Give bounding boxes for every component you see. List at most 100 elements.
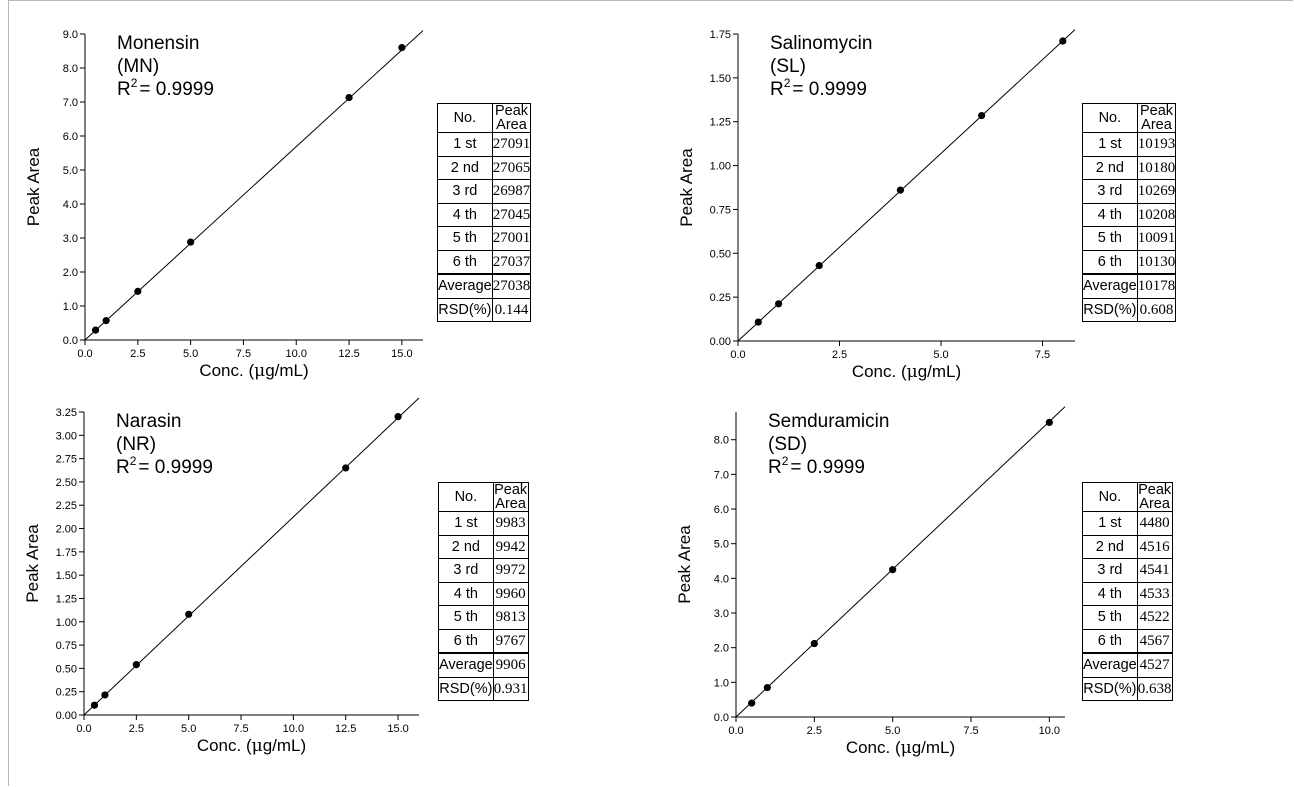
table-row: 6 th 9767 [438, 628, 529, 654]
rsd-row: RSD(%) 0.144 [437, 297, 532, 322]
y-tick-label: 0.00 [56, 710, 77, 722]
x-tick-label: 7.5 [963, 725, 978, 737]
compound-abbr: (SL) [770, 56, 806, 77]
rsd-label: RSD(%) [1082, 297, 1138, 322]
y-tick-label: 4.0 [714, 573, 729, 585]
x-tick-label: 15.0 [387, 723, 408, 735]
header-peak-area: Peak Area [491, 103, 532, 133]
y-tick-label: 5.0 [63, 165, 78, 177]
y-tick-label: 0.25 [56, 687, 77, 699]
run-label: 6 th [1082, 249, 1138, 275]
peak-area-value: 9767 [492, 628, 529, 654]
table-row: 4 th 10208 [1082, 202, 1177, 227]
data-point [102, 317, 110, 325]
run-label: 5 th [437, 226, 493, 251]
y-tick-label: 1.0 [63, 301, 78, 313]
table-row: 1 st 27091 [437, 132, 532, 157]
average-value: 9906 [492, 652, 529, 678]
rsd-row: RSD(%) 0.638 [1082, 676, 1173, 701]
data-point [896, 186, 905, 194]
table-row: 6 th 4567 [1082, 628, 1173, 654]
run-label: 4 th [1082, 202, 1138, 227]
peak-area-table-monensin: No. Peak Area 1 st 27091 2 nd 27065 3 rd 26… [437, 103, 532, 322]
peak-area-table-semduramicin: No. Peak Area 1 st 4480 2 nd 4516 3 rd 4541… [1082, 482, 1173, 701]
table-header-row: No. Peak Area [1082, 482, 1173, 512]
r-squared: R2 = 0.9999 [117, 76, 214, 100]
x-axis-label: Conc. (μg/mL) [199, 361, 308, 381]
peak-area-value: 9972 [492, 558, 529, 583]
average-label: Average [1082, 273, 1138, 299]
data-point [754, 318, 762, 326]
y-tick-label: 6.0 [714, 504, 729, 516]
header-no: No. [1082, 482, 1138, 512]
regression-line [735, 406, 1066, 718]
average-value: 27038 [491, 273, 532, 299]
peak-area-value: 26987 [491, 179, 532, 204]
y-tick-label: 0.0 [63, 335, 78, 347]
y-tick-label: 2.0 [714, 643, 729, 655]
x-tick-label: 10.0 [286, 348, 307, 360]
data-point [1059, 37, 1067, 45]
table-row: 5 th 4522 [1082, 605, 1173, 630]
y-tick-label: 1.75 [56, 547, 77, 559]
compound-abbr: (NR) [116, 434, 156, 455]
y-tick-label: 2.0 [63, 267, 78, 279]
x-tick-label: 2.5 [129, 723, 144, 735]
x-tick-label: 10.0 [1039, 725, 1060, 737]
table-row: 2 nd 9942 [438, 534, 529, 559]
r-squared: R2 = 0.9999 [770, 76, 867, 100]
x-tick-label: 7.5 [236, 348, 251, 360]
table-row: 2 nd 10180 [1082, 155, 1177, 180]
y-tick-label: 7.0 [714, 469, 729, 481]
table-row: 3 rd 4541 [1082, 558, 1173, 583]
average-label: Average [438, 652, 494, 678]
y-tick-label: 8.0 [714, 435, 729, 447]
peak-area-value: 10091 [1136, 226, 1177, 251]
y-tick-label: 1.25 [710, 117, 731, 129]
rsd-row: RSD(%) 0.931 [438, 676, 529, 701]
run-label: 2 nd [1082, 155, 1138, 180]
y-tick-label: 8.0 [63, 63, 78, 75]
data-point [185, 610, 193, 618]
r-squared: R2 = 0.9999 [116, 454, 213, 478]
average-row: Average 10178 [1082, 273, 1177, 299]
y-tick-label: 1.00 [56, 617, 77, 629]
peak-area-value: 4541 [1136, 558, 1173, 583]
peak-area-value: 10208 [1136, 202, 1177, 227]
header-no: No. [1082, 103, 1138, 133]
y-tick-label: 9.0 [63, 29, 78, 41]
peak-area-value: 4516 [1136, 534, 1173, 559]
rsd-label: RSD(%) [437, 297, 493, 322]
data-point [187, 238, 195, 246]
y-tick-label: 0.75 [56, 640, 77, 652]
compound-name: Semduramicin [768, 411, 889, 432]
y-axis-label: Peak Area [675, 525, 694, 604]
data-point [815, 261, 823, 270]
peak-area-value: 10193 [1136, 132, 1177, 157]
regression-line [83, 397, 420, 716]
y-tick-label: 3.0 [714, 608, 729, 620]
peak-area-value: 4533 [1136, 581, 1173, 606]
data-point [889, 566, 897, 574]
rsd-value: 0.608 [1136, 297, 1177, 322]
data-point [342, 464, 350, 472]
peak-area-value: 27065 [491, 155, 532, 180]
x-axis-label: Conc. (μg/mL) [852, 362, 961, 382]
table-header-row: No. Peak Area [438, 482, 529, 512]
average-value: 10178 [1136, 273, 1177, 299]
x-tick-label: 5.0 [933, 349, 948, 361]
y-tick-label: 1.00 [710, 161, 731, 173]
average-label: Average [437, 273, 493, 299]
peak-area-value: 9813 [492, 605, 529, 630]
compound-abbr: (MN) [117, 56, 159, 77]
y-tick-label: 1.25 [56, 593, 77, 605]
y-axis-label: Peak Area [23, 524, 42, 603]
regression-line [737, 29, 1076, 342]
peak-area-table-salinomycin: No. Peak Area 1 st 10193 2 nd 10180 3 rd 10… [1082, 103, 1177, 322]
table-row: 6 th 10130 [1082, 249, 1177, 275]
y-tick-label: 0.75 [710, 204, 731, 216]
y-tick-label: 3.25 [56, 407, 77, 419]
data-point [1045, 418, 1053, 426]
